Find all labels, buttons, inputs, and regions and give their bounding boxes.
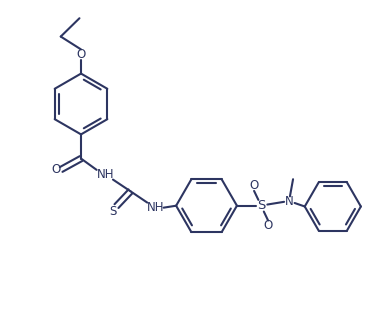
Text: NH: NH	[147, 201, 165, 214]
Text: NH: NH	[96, 169, 114, 181]
Text: O: O	[249, 179, 259, 192]
Text: S: S	[109, 205, 117, 218]
Text: O: O	[52, 163, 61, 176]
Text: O: O	[263, 220, 273, 232]
Text: S: S	[257, 199, 265, 212]
Text: N: N	[285, 195, 294, 208]
Text: O: O	[76, 48, 85, 61]
